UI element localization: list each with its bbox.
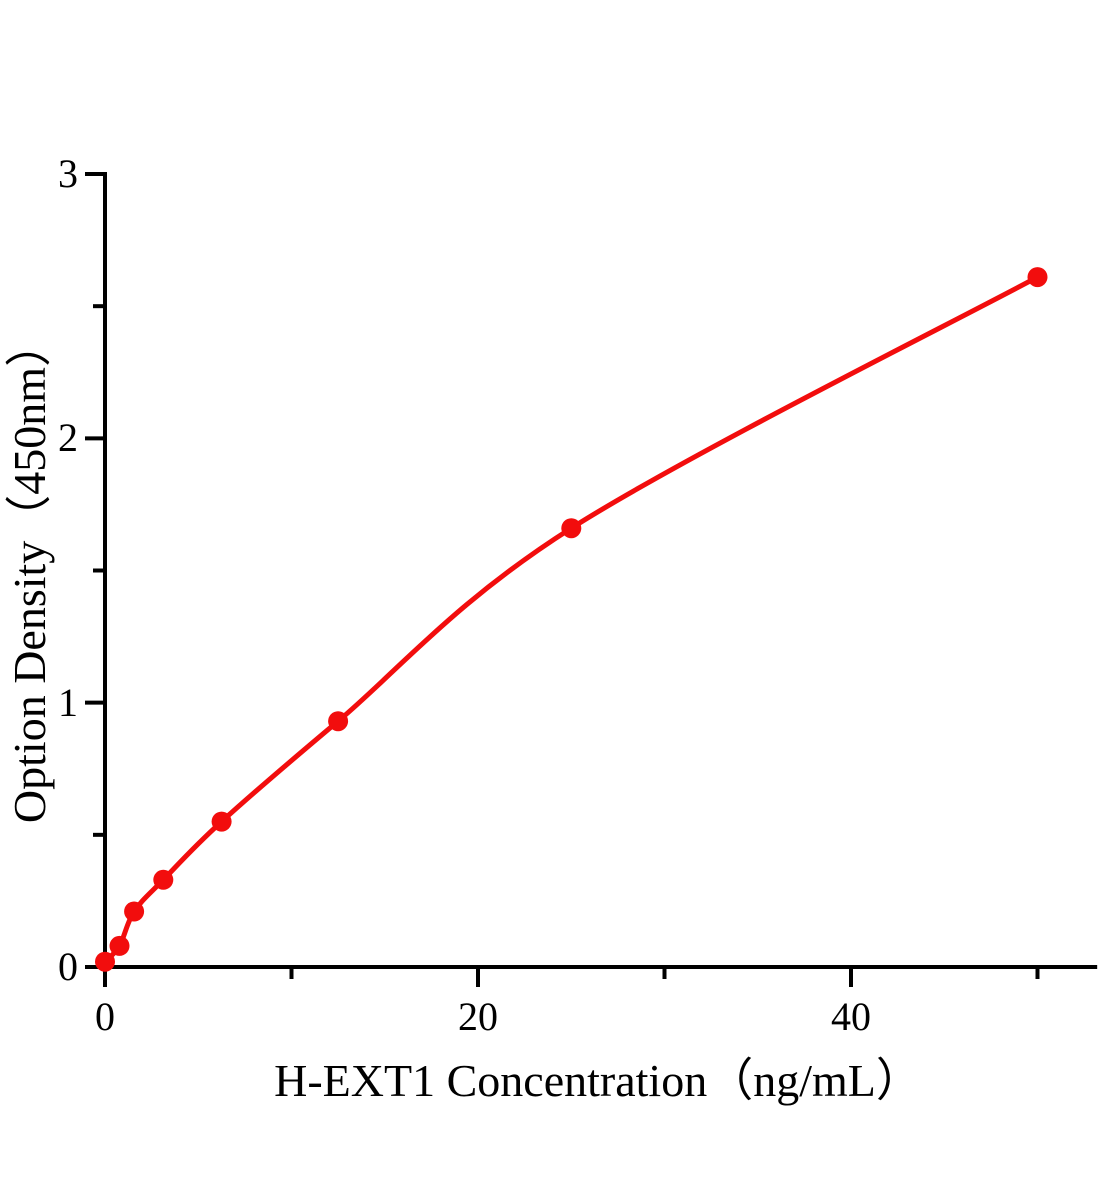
y-tick-label: 3 — [58, 151, 78, 196]
x-tick-label: 0 — [95, 994, 115, 1039]
data-point-marker — [561, 518, 582, 539]
x-axis-title: H-EXT1 Concentration（ng/mL） — [274, 1055, 922, 1106]
data-point-marker — [109, 935, 130, 956]
y-axis-title: Option Density（450nm） — [4, 320, 55, 824]
y-tick-label: 1 — [58, 679, 78, 725]
data-point-marker — [95, 951, 115, 972]
y-tick-label: 2 — [58, 415, 78, 461]
data-point-marker — [1027, 267, 1048, 288]
standard-curve-line — [102, 274, 1040, 965]
data-point-marker — [153, 869, 174, 890]
x-tick-label: 20 — [458, 994, 498, 1039]
data-point-marker — [328, 711, 349, 732]
y-tick-label: 0 — [58, 944, 78, 989]
x-tick-label: 40 — [831, 994, 871, 1039]
data-point-marker — [211, 811, 232, 832]
data-point-marker — [124, 901, 145, 922]
